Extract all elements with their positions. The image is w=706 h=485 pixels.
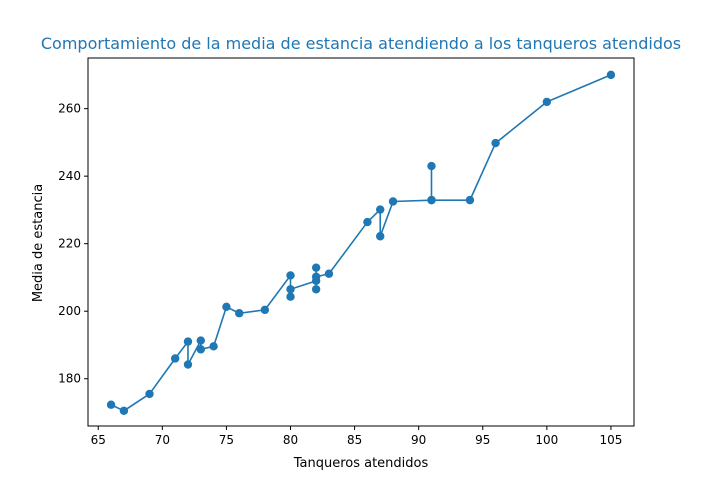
x-tick-label: 90 <box>411 433 426 447</box>
data-point <box>376 232 385 241</box>
data-point <box>235 309 244 318</box>
x-tick-label: 85 <box>347 433 362 447</box>
data-point <box>606 70 616 80</box>
x-tick-label: 75 <box>219 433 234 447</box>
data-point <box>209 342 218 351</box>
x-tick-label: 65 <box>91 433 106 447</box>
y-axis-label: Media de estancia <box>31 184 46 302</box>
y-tick-label: 180 <box>58 372 81 386</box>
data-point <box>542 97 552 107</box>
x-tick-label: 80 <box>283 433 298 447</box>
y-tick-label: 200 <box>58 304 81 318</box>
data-point <box>427 161 436 171</box>
data-point <box>388 197 398 206</box>
x-tick-label: 105 <box>599 433 622 447</box>
data-point <box>170 354 180 363</box>
y-tick-label: 240 <box>58 169 81 183</box>
data-point <box>196 345 205 354</box>
plot-area: 65 70 75 80 85 90 95 100 105 180 200 220 240 260 <box>58 57 635 447</box>
y-tick-label: 220 <box>58 237 81 251</box>
data-point <box>286 271 295 280</box>
data-point <box>311 263 321 272</box>
x-axis-label: Tanqueros atendidos <box>293 456 429 471</box>
data-point <box>286 285 295 294</box>
data-point <box>465 195 475 205</box>
x-tick-label: 100 <box>535 433 558 447</box>
y-tick-label: 260 <box>58 102 81 116</box>
data-point <box>183 360 193 369</box>
data-point <box>196 336 205 345</box>
data-point <box>376 205 385 214</box>
data-point <box>183 337 193 346</box>
data-point <box>119 406 129 416</box>
data-point <box>222 302 231 312</box>
data-point <box>311 285 321 294</box>
plot-frame <box>87 57 635 427</box>
data-point <box>427 195 436 205</box>
x-tick-label: 70 <box>155 433 170 447</box>
data-point <box>324 269 334 278</box>
data-point <box>491 138 500 148</box>
data-point <box>286 292 295 301</box>
series-line <box>110 74 612 412</box>
x-tick-label: 95 <box>475 433 490 447</box>
data-point <box>311 272 321 281</box>
data-point <box>363 217 372 227</box>
data-point <box>260 305 270 315</box>
data-point <box>106 400 116 409</box>
chart-title: Comportamiento de la media de estancia a… <box>41 34 681 53</box>
data-point <box>145 389 154 399</box>
